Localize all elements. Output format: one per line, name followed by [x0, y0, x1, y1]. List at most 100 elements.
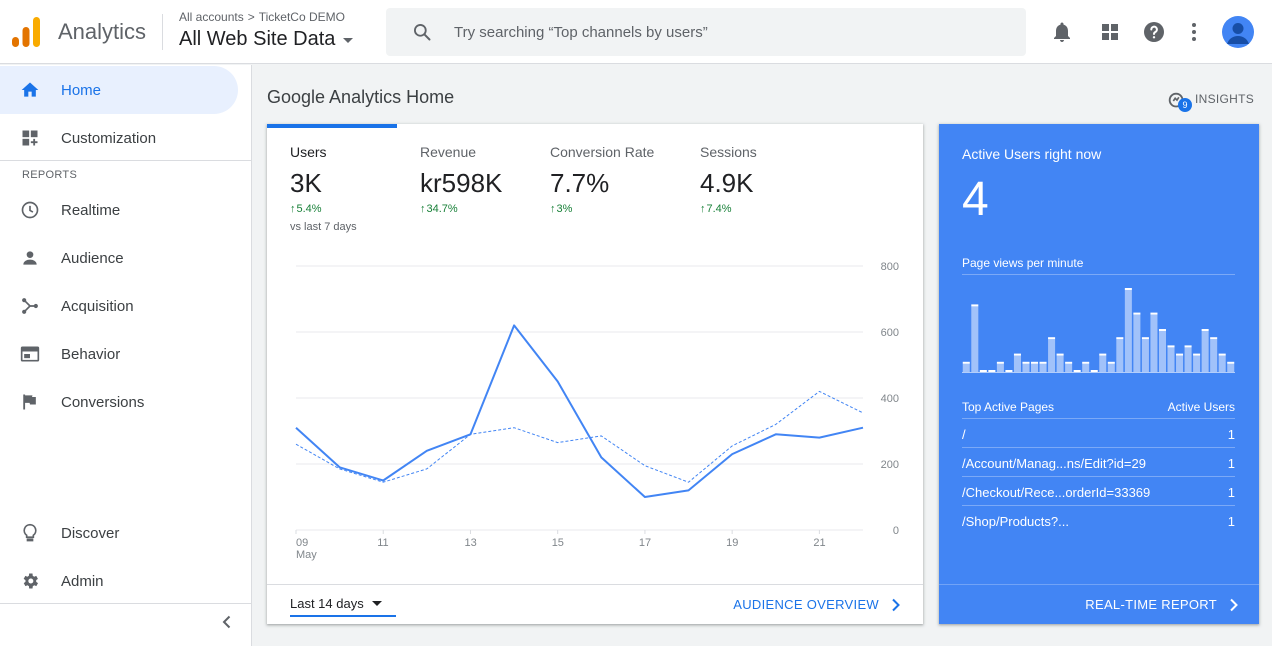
- pageview-bar-cap: [1218, 353, 1226, 356]
- comparison-series-line: [295, 390, 864, 483]
- active-page-row[interactable]: /Account/Manag...ns/Edit?id=29 1: [962, 456, 1235, 485]
- y-tick-label: 400: [881, 393, 899, 405]
- audience-overview-link[interactable]: AUDIENCE OVERVIEW: [733, 597, 901, 612]
- pageview-bar-cap: [1099, 353, 1107, 356]
- sidebar-item-conversions[interactable]: Conversions: [0, 378, 238, 426]
- active-page-path: /Account/Manag...ns/Edit?id=29: [962, 456, 1146, 471]
- sidebar-item-customization[interactable]: Customization: [0, 114, 238, 162]
- active-page-row[interactable]: / 1: [962, 427, 1235, 456]
- breadcrumb-account[interactable]: TicketCo DEMO: [258, 10, 345, 24]
- pageview-bar: [1218, 355, 1226, 372]
- more-vert-icon[interactable]: [1182, 20, 1206, 44]
- sidebar-item-behavior[interactable]: Behavior: [0, 330, 238, 378]
- x-tick-label: 13: [464, 537, 476, 549]
- help-icon[interactable]: [1142, 20, 1166, 44]
- metric-value: 4.9K: [700, 168, 754, 198]
- metric-tab-users[interactable]: Users 3K ↑5.4% vs last 7 days: [290, 144, 420, 233]
- sidebar-item-label: Behavior: [61, 345, 121, 363]
- date-range-selector[interactable]: Last 14 days: [290, 596, 396, 617]
- pageview-bar: [1099, 355, 1107, 372]
- audience-overview-label: AUDIENCE OVERVIEW: [733, 597, 879, 612]
- search-input[interactable]: [454, 8, 1014, 56]
- sidebar-item-discover[interactable]: Discover: [0, 509, 238, 557]
- sidebar-item-label: Realtime: [61, 201, 121, 219]
- header-divider: [162, 14, 163, 50]
- overview-card: Users 3K ↑5.4% vs last 7 days Revenue kr…: [267, 124, 923, 624]
- active-tab-indicator: [267, 124, 397, 128]
- collapse-sidebar-icon[interactable]: [218, 613, 236, 631]
- sidebar-item-acquisition[interactable]: Acquisition: [0, 282, 238, 330]
- active-page-users: 1: [1227, 456, 1235, 471]
- pageview-bar-cap: [1193, 353, 1201, 356]
- x-tick-label: 19: [726, 537, 738, 549]
- pageview-bar-cap: [1227, 361, 1235, 364]
- y-tick-label: 600: [881, 327, 899, 339]
- metric-tab-revenue[interactable]: Revenue kr598K ↑34.7%: [420, 144, 550, 215]
- sidebar-divider: [0, 160, 252, 161]
- x-axis-month-label: May: [296, 549, 317, 561]
- pageview-bar-cap: [1022, 361, 1030, 364]
- y-tick-label: 0: [893, 525, 899, 537]
- insights-label: INSIGHTS: [1195, 92, 1255, 106]
- arrow-up-icon: ↑: [290, 203, 296, 215]
- active-page-row[interactable]: /Shop/Products?... 1: [962, 514, 1235, 543]
- metric-tab-sessions[interactable]: Sessions 4.9K ↑7.4%: [700, 144, 830, 215]
- sidebar-divider: [0, 603, 252, 604]
- pageview-bar-cap: [1056, 353, 1064, 356]
- sidebar-item-admin[interactable]: Admin: [0, 557, 238, 605]
- realtime-report-link[interactable]: REAL-TIME REPORT: [1085, 597, 1239, 612]
- active-users-header: Active Users: [1167, 400, 1235, 414]
- lightbulb-icon: [23, 523, 37, 542]
- active-page-users: 1: [1227, 485, 1235, 500]
- metric-change-value: 34.7%: [426, 203, 458, 215]
- breadcrumb-accounts[interactable]: All accounts: [179, 10, 244, 24]
- property-selector[interactable]: All Web Site Data: [179, 28, 354, 51]
- property-name: All Web Site Data: [179, 28, 336, 50]
- sidebar-item-audience[interactable]: Audience: [0, 234, 238, 282]
- insights-count-badge: 9: [1178, 98, 1192, 112]
- pageviews-bar-chart: [962, 288, 1235, 373]
- pageview-bar-cap: [1210, 337, 1218, 340]
- dropdown-caret-icon: [371, 601, 382, 606]
- pageview-bar-cap: [1141, 337, 1149, 340]
- pageview-bar-cap: [979, 370, 987, 372]
- insights-button[interactable]: 9 INSIGHTS: [1166, 88, 1256, 114]
- metric-tab-conversion-rate[interactable]: Conversion Rate 7.7% ↑3%: [550, 144, 680, 215]
- pageview-bar-cap: [1005, 370, 1013, 372]
- sidebar-item-home[interactable]: Home: [0, 66, 238, 114]
- pageview-bar-cap: [1184, 345, 1192, 348]
- realtime-report-label: REAL-TIME REPORT: [1085, 597, 1217, 612]
- page-title: Google Analytics Home: [267, 87, 455, 107]
- pageview-bar-cap: [962, 361, 970, 364]
- search-icon: [414, 24, 431, 41]
- pageview-bar: [1056, 355, 1064, 372]
- pageview-bar: [1107, 363, 1115, 372]
- x-tick-label: 17: [639, 537, 651, 549]
- apps-icon[interactable]: [1098, 20, 1122, 44]
- dropdown-caret-icon: [343, 38, 354, 43]
- pageview-bar: [1210, 339, 1218, 372]
- top-active-pages-header: Top Active Pages: [962, 400, 1055, 414]
- metric-label: Conversion Rate: [550, 144, 655, 160]
- notifications-icon[interactable]: [1050, 20, 1074, 44]
- active-page-row[interactable]: /Checkout/Rece...orderId=33369 1: [962, 485, 1235, 514]
- account-avatar[interactable]: [1222, 16, 1254, 48]
- pageview-bar-cap: [1158, 329, 1166, 331]
- pageview-bar: [1201, 331, 1209, 372]
- sidebar-item-label: Acquisition: [61, 297, 134, 315]
- arrow-up-icon: ↑: [420, 203, 426, 215]
- sidebar-item-label: Home: [61, 81, 102, 99]
- pageview-bar-cap: [1133, 312, 1141, 315]
- realtime-card: Active Users right now 4 Page views per …: [939, 124, 1259, 624]
- person-icon: [23, 251, 37, 265]
- breadcrumb[interactable]: All accounts > TicketCo DEMO: [179, 10, 345, 24]
- sidebar-item-realtime[interactable]: Realtime: [0, 186, 238, 234]
- analytics-logo-icon[interactable]: [12, 17, 40, 47]
- x-tick-label: 11: [377, 537, 388, 549]
- pageview-bar: [1193, 355, 1201, 372]
- arrow-up-icon: ↑: [700, 203, 706, 215]
- search-bar[interactable]: [386, 8, 1026, 56]
- top-app-bar: Analytics All accounts > TicketCo DEMO All…: [0, 0, 1272, 64]
- pageview-bar-cap: [1150, 312, 1158, 315]
- realtime-divider: [962, 476, 1235, 477]
